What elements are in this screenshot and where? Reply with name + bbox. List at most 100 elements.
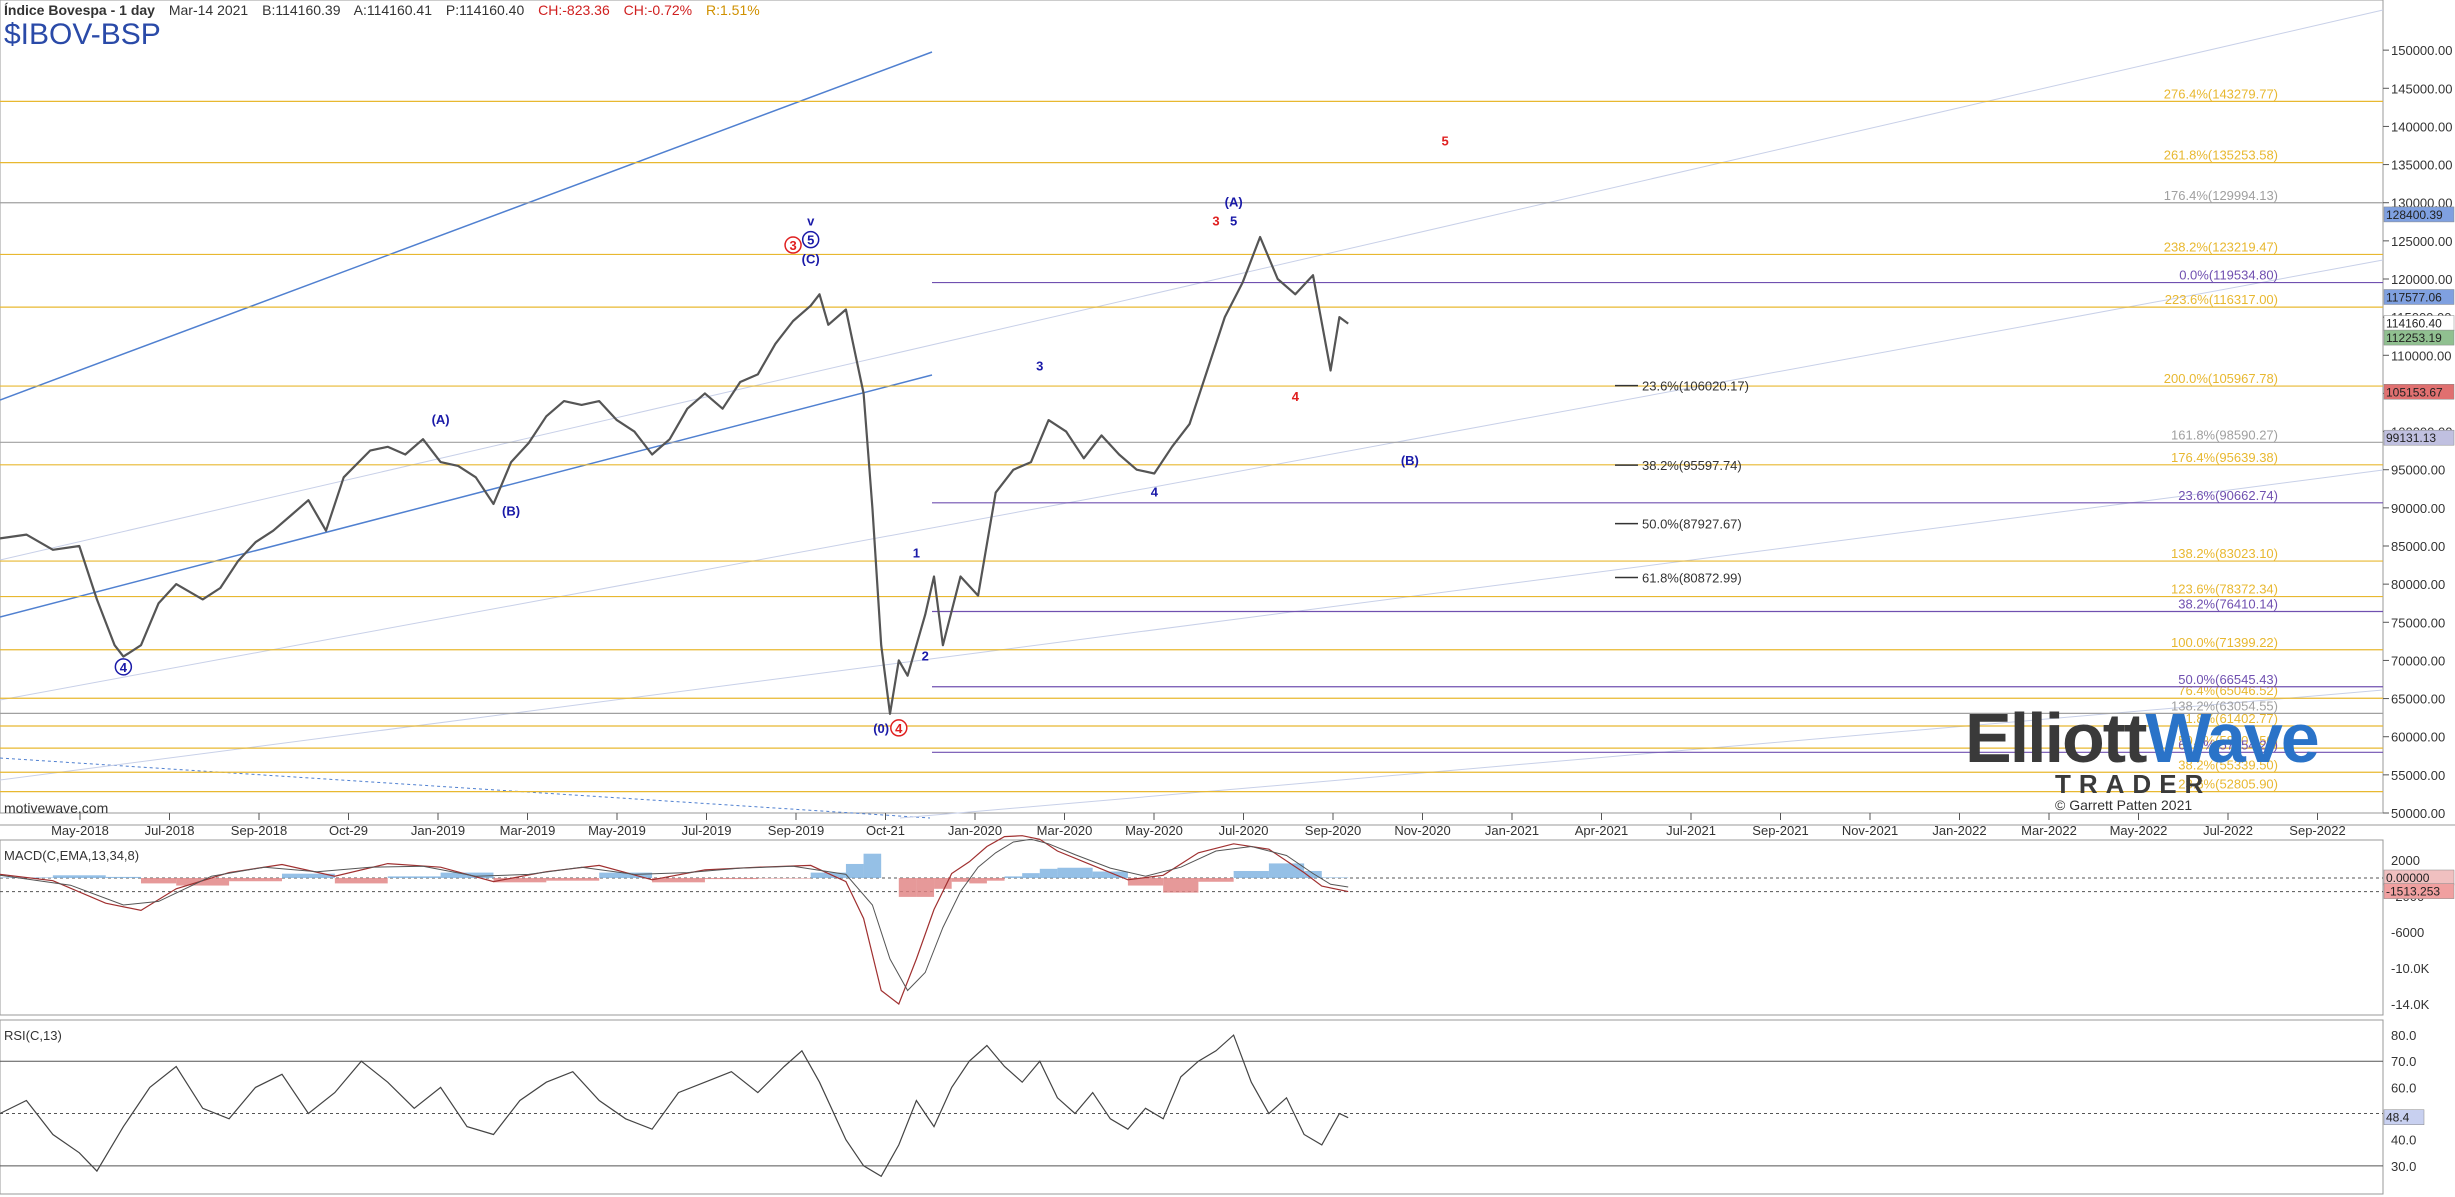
- price-tag-box: [2383, 429, 2455, 446]
- price-axis-label: 65000.00: [2391, 692, 2445, 707]
- time-axis-label: Sep-2022: [2289, 823, 2345, 838]
- macd-histogram-bar: [334, 878, 388, 884]
- macd-histogram-bar: [1039, 868, 1058, 878]
- rsi-axis-label: 40.0: [2391, 1133, 2416, 1148]
- macd-histogram-bar: [1022, 873, 1040, 878]
- fib-purple-level-label: 0.0%(119534.80): [2179, 268, 2278, 283]
- macd-histogram-bar: [951, 878, 970, 882]
- macd-histogram-bar: [105, 876, 141, 878]
- fib-gold-level-label: 138.2%(83023.10): [2171, 546, 2278, 561]
- fib-gold-level-label: 23.6%(52805.90): [2178, 777, 2278, 792]
- rsi-axis-label: 60.0: [2391, 1080, 2416, 1095]
- time-axis-label: Mar-2020: [1037, 823, 1093, 838]
- price-tag-box: [2383, 206, 2455, 223]
- time-axis-label: Sep-2019: [768, 823, 824, 838]
- wave-label: 4: [120, 660, 128, 675]
- macd-histogram-bar: [898, 878, 917, 897]
- background-trend-line: [0, 259, 2384, 701]
- watermark: motivewave.com: [4, 800, 109, 816]
- wave-label: (C): [802, 252, 820, 267]
- time-axis-label: Jul-2019: [682, 823, 732, 838]
- header-bid: B:114160.39: [262, 2, 341, 18]
- macd-histogram-bar: [1092, 871, 1128, 878]
- time-axis-label: Jul-2022: [2203, 823, 2253, 838]
- macd-tag-box: [2383, 883, 2455, 899]
- wave-label: 4: [895, 721, 903, 736]
- wave-label: (B): [502, 503, 520, 518]
- fib-short-label: 61.8%(80872.99): [1642, 570, 1742, 585]
- symbol-label: $IBOV-BSP: [4, 18, 161, 51]
- wave-label: (A): [432, 412, 450, 427]
- fib-purple-level-label: 23.6%(90662.74): [2178, 488, 2278, 503]
- time-axis-label: Nov-2020: [1394, 823, 1450, 838]
- wave-label: 4: [1292, 389, 1300, 404]
- time-axis-label: May-2019: [588, 823, 646, 838]
- price-axis-label: 75000.00: [2391, 615, 2445, 630]
- wave-label: 3: [1212, 214, 1219, 229]
- fib-gold-level-label: 238.2%(123219.47): [2164, 239, 2278, 254]
- fib-gold-level-label: 276.4%(143279.77): [2164, 86, 2278, 101]
- rsi-panel-border: [0, 1019, 2384, 1195]
- macd-axis-label: -14.0K: [2391, 997, 2430, 1012]
- price-axis-label: 140000.00: [2391, 119, 2452, 134]
- logo-copyright: © Garrett Patten 2021: [2055, 797, 2193, 813]
- rsi-tag-label: 48.4: [2386, 1111, 2410, 1125]
- price-tag-label: 128400.39: [2386, 208, 2443, 222]
- macd-line: [0, 835, 1349, 1005]
- fib-gold-level-label: 123.6%(78372.34): [2171, 582, 2278, 597]
- fib-gold-level-label: 50.0%(58507.50): [2178, 733, 2278, 748]
- fib-short-label: 50.0%(87927.67): [1642, 517, 1742, 532]
- wave-label: 3: [1036, 359, 1043, 374]
- fib-gold-level-label: 261.8%(135253.58): [2164, 148, 2278, 163]
- price-axis-label: 125000.00: [2391, 234, 2452, 249]
- macd-axis-label: -6000: [2391, 925, 2424, 940]
- price-axis-label: 90000.00: [2391, 501, 2445, 516]
- wave-label: (0): [873, 721, 889, 736]
- macd-histogram-bar: [863, 853, 882, 878]
- logo-elliott: Elliott: [1965, 699, 2147, 777]
- macd-histogram-bar: [1127, 878, 1164, 886]
- wave-label-circle: [890, 719, 908, 737]
- time-axis-label: Jan-2019: [411, 823, 465, 838]
- time-axis-label: Jul-2020: [1219, 823, 1269, 838]
- macd-histogram-bar: [1163, 878, 1199, 893]
- macd-histogram-bar: [986, 878, 1005, 881]
- price-axis-label: 120000.00: [2391, 272, 2452, 287]
- wave-label-circle: [801, 230, 820, 249]
- price-axis-label: 150000.00: [2391, 43, 2452, 58]
- macd-histogram-bar: [52, 875, 106, 878]
- macd-histogram-bar: [1004, 876, 1023, 878]
- time-axis-label: Jul-2021: [1666, 823, 1716, 838]
- chart-title: Índice Bovespa - 1 day: [4, 2, 155, 18]
- header-range: R:1.51%: [706, 2, 760, 18]
- macd-tag-label: -1513.253: [2386, 885, 2440, 899]
- macd-histogram-bar: [1233, 870, 1269, 878]
- macd-histogram-bar: [757, 878, 811, 879]
- macd-histogram-bar: [176, 878, 230, 886]
- macd-histogram-bar: [281, 873, 335, 878]
- macd-histogram-bar: [652, 878, 705, 883]
- macd-histogram-bar: [1057, 867, 1093, 878]
- price-tag-label: 117577.06: [2386, 290, 2442, 304]
- price-axis-label: 55000.00: [2391, 768, 2445, 783]
- macd-axis-label: 2000: [2391, 853, 2420, 868]
- fib-short-label: 38.2%(95597.74): [1642, 458, 1742, 473]
- macd-histogram-bar: [229, 878, 282, 882]
- rsi-axis-label: 70.0: [2391, 1054, 2416, 1069]
- macd-histogram-bar: [387, 876, 441, 878]
- macd-histogram-bar: [599, 872, 653, 878]
- macd-histogram-bar: [1304, 870, 1322, 878]
- header-change-pct: CH:-0.72%: [623, 2, 693, 18]
- macd-histogram-bar: [493, 878, 547, 883]
- macd-histogram-bar: [440, 872, 494, 878]
- time-axis-label: Sep-2021: [1752, 823, 1808, 838]
- price-axis-label: 60000.00: [2391, 730, 2445, 745]
- time-axis-label: Jul-2018: [145, 823, 195, 838]
- price-axis-label: 50000.00: [2391, 806, 2445, 821]
- time-axis-label: Mar-2022: [2021, 823, 2077, 838]
- wave-label: v: [807, 214, 815, 229]
- time-axis-label: Jan-2020: [948, 823, 1002, 838]
- fib-gold-level-label: 38.2%(55339.50): [2178, 757, 2278, 772]
- price-tag-label: 105153.67: [2386, 385, 2443, 399]
